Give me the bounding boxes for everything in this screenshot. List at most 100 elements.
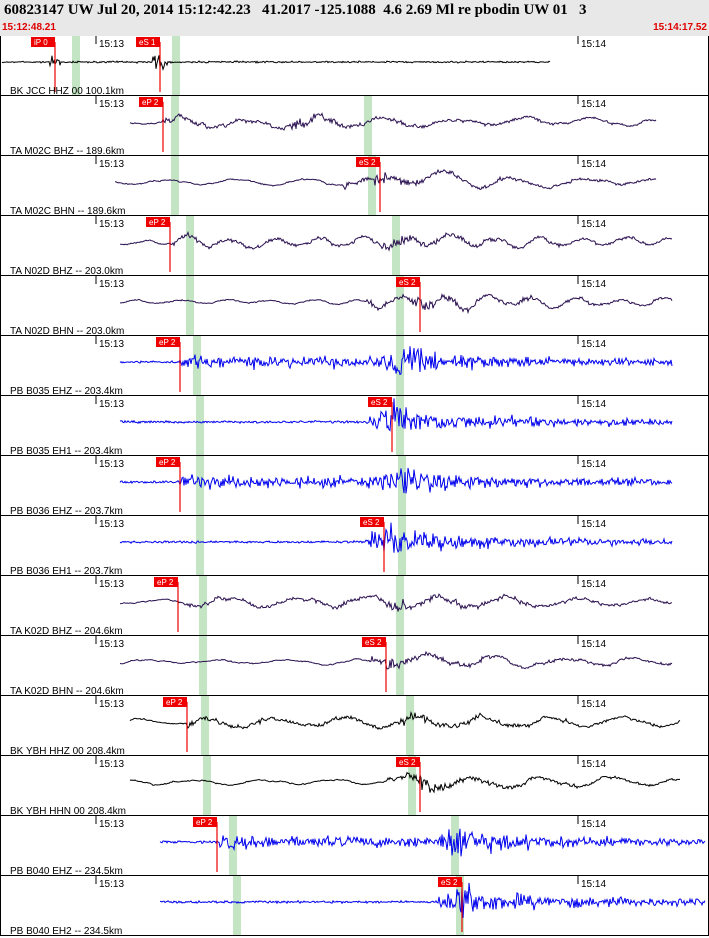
pick-label: eS 1 [139, 38, 156, 47]
pick-label: eP 2 [166, 698, 183, 707]
time-tick-label: 15:14 [581, 39, 606, 50]
pick-label: eP 2 [159, 338, 176, 347]
pick-flag [146, 217, 170, 227]
phase-window-band [398, 516, 406, 576]
pick-flag [368, 397, 392, 407]
waveform-trace [159, 828, 706, 857]
time-tick-label: 15:14 [581, 579, 606, 590]
time-tick-label: 15:13 [99, 459, 124, 470]
time-tick-label: 15:14 [581, 399, 606, 410]
phase-window-band [199, 576, 207, 636]
trace-panel: 15:13 15:14 eP 2 PB B035 EHZ -- 203.4km [0, 336, 709, 397]
trace-panel: 15:13 15:14 eP 2 PB B036 EHZ -- 203.7km [0, 456, 709, 517]
phase-window-band [193, 336, 201, 396]
time-tick-label: 15:13 [99, 519, 124, 530]
phase-window-band [172, 36, 180, 96]
phase-window-band [398, 456, 406, 516]
trace-panel: 15:13 15:14 eP 2 TA N02D BHZ -- 203.0km [0, 216, 709, 277]
pick-flag [396, 277, 420, 287]
time-tick-label: 15:14 [581, 519, 606, 530]
pick-flag [356, 157, 380, 167]
pick-label: eS 2 [371, 398, 388, 407]
waveform-trace [159, 882, 706, 918]
phase-window-band [396, 276, 404, 336]
waveform-trace [119, 467, 673, 494]
phase-window-band [396, 336, 404, 396]
trace-panel: 15:13 15:14 eS 2 PB B040 EH2 -- 234.5km [0, 876, 709, 937]
time-tick-label: 15:13 [99, 99, 124, 110]
pick-flag [139, 97, 163, 107]
time-tick-label: 15:13 [99, 339, 124, 350]
pick-label: eP 2 [196, 818, 213, 827]
event-title: 60823147 UW Jul 20, 2014 15:12:42.23 41.… [4, 2, 587, 18]
phase-window-band [406, 696, 414, 756]
trace-panel: 15:13 15:14 iP 0 eS 1 BK JCC HHZ 00 100.1km [0, 36, 709, 97]
waveform-trace [119, 522, 673, 553]
trace-label: TA K02D BHZ -- 204.6km [10, 626, 123, 637]
time-tick-label: 15:13 [99, 219, 124, 230]
time-tick-label: 15:14 [581, 219, 606, 230]
phase-window-band [368, 156, 376, 216]
waveform-trace [119, 593, 673, 612]
phase-window-band [186, 276, 194, 336]
waveform-trace [119, 231, 673, 252]
phase-window-band [408, 756, 416, 816]
phase-window-band [199, 636, 207, 696]
pick-label: eS 2 [363, 518, 380, 527]
waveform-trace [129, 711, 681, 730]
phase-window-band [196, 396, 204, 456]
phase-window-band [396, 636, 404, 696]
pick-label: eP 2 [142, 98, 159, 107]
trace-panel: 15:13 15:14 eS 2 TA K02D BHN -- 204.6km [0, 636, 709, 697]
pick-flag [360, 517, 384, 527]
time-tick-label: 15:13 [99, 639, 124, 650]
trace-label: BK JCC HHZ 00 100.1km [10, 86, 124, 97]
pick-label: eS 2 [359, 158, 376, 167]
phase-window-band [201, 696, 209, 756]
trace-panel: 15:13 15:14 eP 2 TA M02C BHZ -- 189.6km [0, 96, 709, 157]
pick-label: eP 2 [149, 218, 166, 227]
time-tick-label: 15:13 [99, 39, 124, 50]
phase-window-band [229, 816, 237, 876]
trace-label: PB B040 EH2 -- 234.5km [10, 926, 122, 937]
pick-label: eS 2 [399, 758, 416, 767]
time-tick-label: 15:14 [581, 339, 606, 350]
time-tick-label: 15:14 [581, 99, 606, 110]
waveform-trace [119, 398, 673, 432]
waveform-trace [129, 112, 657, 132]
pick-label: eS 2 [365, 638, 382, 647]
pick-flag [136, 37, 160, 47]
header-bar: 60823147 UW Jul 20, 2014 15:12:42.23 41.… [0, 0, 709, 36]
trace-label: BK YBH HHN 00 208.4km [10, 806, 126, 817]
trace-label: TA K02D BHN -- 204.6km [10, 686, 124, 697]
pick-flag [156, 457, 180, 467]
trace-label: PB B035 EH1 -- 203.4km [10, 446, 122, 457]
phase-window-band [396, 576, 404, 636]
time-tick-label: 15:13 [99, 159, 124, 170]
trace-panel: 15:13 15:14 eP 2 TA K02D BHZ -- 204.6km [0, 576, 709, 637]
time-tick-label: 15:14 [581, 159, 606, 170]
trace-panel: 15:13 15:14 eS 2 TA N02D BHN -- 203.0km [0, 276, 709, 337]
trace-panel: 15:13 15:14 eS 2 BK YBH HHN 00 208.4km [0, 756, 709, 817]
time-tick-label: 15:14 [581, 819, 606, 830]
trace-panel: 15:13 15:14 eS 2 TA M02C BHN -- 189.6km [0, 156, 709, 217]
time-tick-label: 15:13 [99, 399, 124, 410]
phase-window-band [196, 516, 204, 576]
waveform-trace [129, 771, 681, 794]
trace-label: PB B036 EHZ -- 203.7km [10, 506, 123, 517]
trace-label: PB B040 EHZ -- 234.5km [10, 866, 123, 877]
time-tick-label: 15:14 [581, 759, 606, 770]
trace-label: TA M02C BHN -- 189.6km [10, 206, 125, 217]
pick-label: eP 2 [157, 578, 174, 587]
trace-panel: 15:13 15:14 eS 2 PB B036 EH1 -- 203.7km [0, 516, 709, 577]
phase-window-band [364, 96, 372, 156]
waveform-trace [114, 168, 657, 191]
time-tick-label: 15:14 [581, 879, 606, 890]
time-tick-label: 15:13 [99, 819, 124, 830]
trace-label: TA N02D BHN -- 203.0km [10, 326, 124, 337]
pick-flag [362, 637, 386, 647]
waveform-trace [119, 650, 673, 670]
time-tick-label: 15:13 [99, 699, 124, 710]
pick-flag [193, 817, 217, 827]
